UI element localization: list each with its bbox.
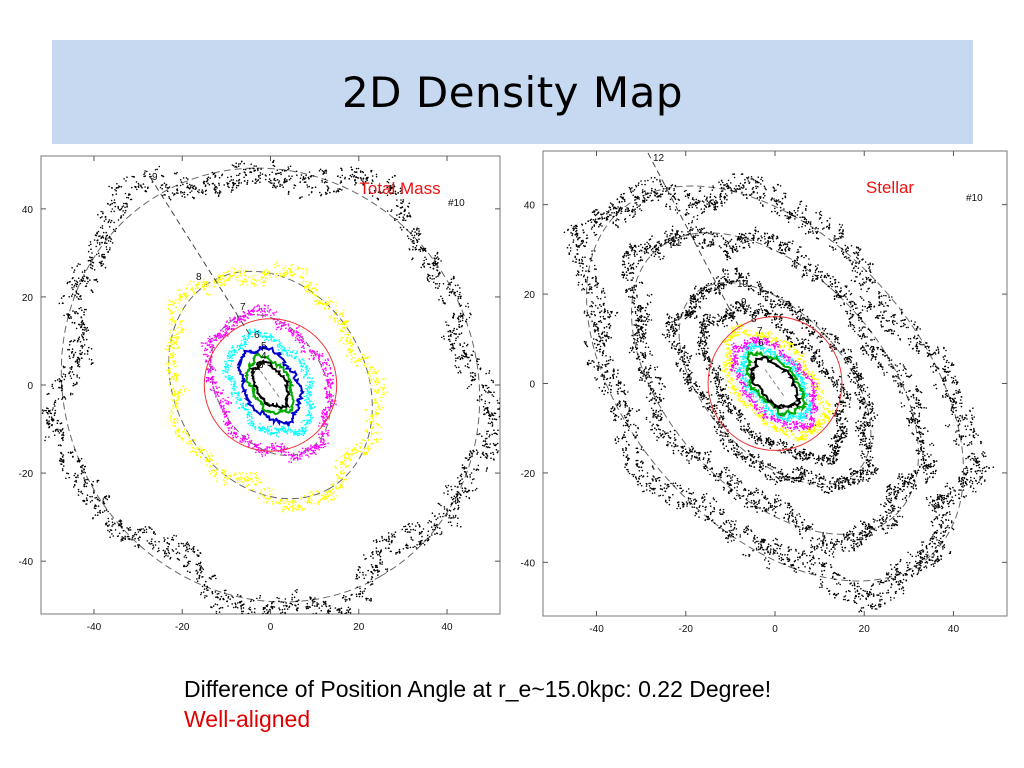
y-tick-label: 40 bbox=[524, 201, 536, 212]
contour-label: 9 bbox=[152, 172, 158, 183]
y-tick-label: -40 bbox=[521, 558, 536, 569]
slide-title: 2D Density Map bbox=[341, 67, 684, 117]
contour-level-4 bbox=[221, 328, 316, 438]
contour-label: 12 bbox=[653, 153, 665, 164]
panel-title: Total Mass bbox=[359, 179, 440, 198]
x-tick-label: 40 bbox=[441, 622, 453, 633]
y-tick-label: 0 bbox=[529, 380, 535, 391]
y-tick-label: -20 bbox=[521, 469, 536, 480]
contour-level-7 bbox=[735, 343, 815, 423]
y-tick-label: 20 bbox=[524, 290, 536, 301]
contour-level-1 bbox=[41, 159, 500, 614]
contour-level-5 bbox=[236, 345, 305, 427]
contour-label: 6 bbox=[758, 338, 764, 349]
contour-level-3 bbox=[200, 304, 337, 464]
x-tick-label: 40 bbox=[948, 624, 960, 635]
major-axis-line bbox=[149, 176, 251, 336]
contour-label: 6 bbox=[254, 330, 260, 341]
contour-level-2 bbox=[621, 220, 938, 558]
y-tick-label: 0 bbox=[27, 381, 33, 392]
core-axis-line bbox=[260, 370, 281, 400]
effective-radius-circle bbox=[203, 318, 338, 452]
stellar-density-map: -40 -20 0 20 40 -40 -20 0 20 40 12 11 10 9 8 7 6 Stellar #… bbox=[510, 145, 1024, 640]
caption-block: Difference of Position Angle at r_e~15.0… bbox=[184, 674, 771, 734]
caption-text: Difference of Position Angle at r_e~15.0… bbox=[184, 676, 772, 702]
panel-id: #10 bbox=[966, 193, 983, 204]
contour-label: 7 bbox=[240, 302, 246, 313]
conclusion-text: Well-aligned bbox=[184, 706, 311, 732]
x-tick-label: 20 bbox=[353, 622, 365, 633]
panel-id: #10 bbox=[448, 198, 465, 209]
total-mass-density-map: -40 -20 0 20 40 -40 -20 0 20 40 9 8 7 6 5 4 3 Total Mass #… bbox=[0, 150, 510, 640]
x-tick-label: -40 bbox=[589, 624, 604, 635]
contour-level-9 bbox=[748, 355, 803, 410]
fitted-ellipse bbox=[60, 167, 481, 603]
contour-level-1 bbox=[563, 173, 995, 613]
contour-label: 7 bbox=[757, 326, 763, 337]
y-tick-label: 40 bbox=[22, 205, 34, 216]
contour-level-2 bbox=[164, 261, 388, 513]
effective-radius-circle bbox=[707, 316, 843, 451]
title-banner: 2D Density Map bbox=[52, 40, 973, 144]
x-tick-label: 0 bbox=[772, 624, 778, 635]
contour-label: 9 bbox=[741, 297, 747, 308]
y-tick-label: -40 bbox=[19, 557, 34, 568]
x-tick-label: -20 bbox=[679, 624, 694, 635]
fitted-ellipse bbox=[586, 185, 964, 582]
contour-level-4 bbox=[695, 301, 852, 467]
contour-level-3 bbox=[661, 267, 879, 494]
contour-group bbox=[563, 152, 995, 613]
y-tick-label: -20 bbox=[19, 469, 34, 480]
x-tick-label: 0 bbox=[268, 622, 274, 633]
contour-label: 5 bbox=[261, 341, 267, 352]
contour-level-8 bbox=[744, 350, 809, 417]
contour-label: 11 bbox=[671, 238, 682, 249]
contour-group bbox=[41, 159, 500, 614]
y-tick-label: 20 bbox=[22, 293, 34, 304]
contour-label: 10 bbox=[737, 279, 749, 290]
contour-label: 8 bbox=[751, 314, 757, 325]
contour-label: 4 bbox=[261, 351, 267, 362]
x-tick-label: -20 bbox=[175, 622, 190, 633]
contour-label: 3 bbox=[258, 360, 264, 371]
major-axis-line bbox=[647, 152, 739, 326]
x-tick-label: 20 bbox=[859, 624, 871, 635]
contour-level-6 bbox=[244, 352, 295, 416]
core-axis-line bbox=[764, 369, 786, 398]
x-tick-label: -40 bbox=[87, 622, 102, 633]
contour-label: 8 bbox=[196, 272, 202, 283]
panel-title: Stellar bbox=[866, 178, 915, 197]
